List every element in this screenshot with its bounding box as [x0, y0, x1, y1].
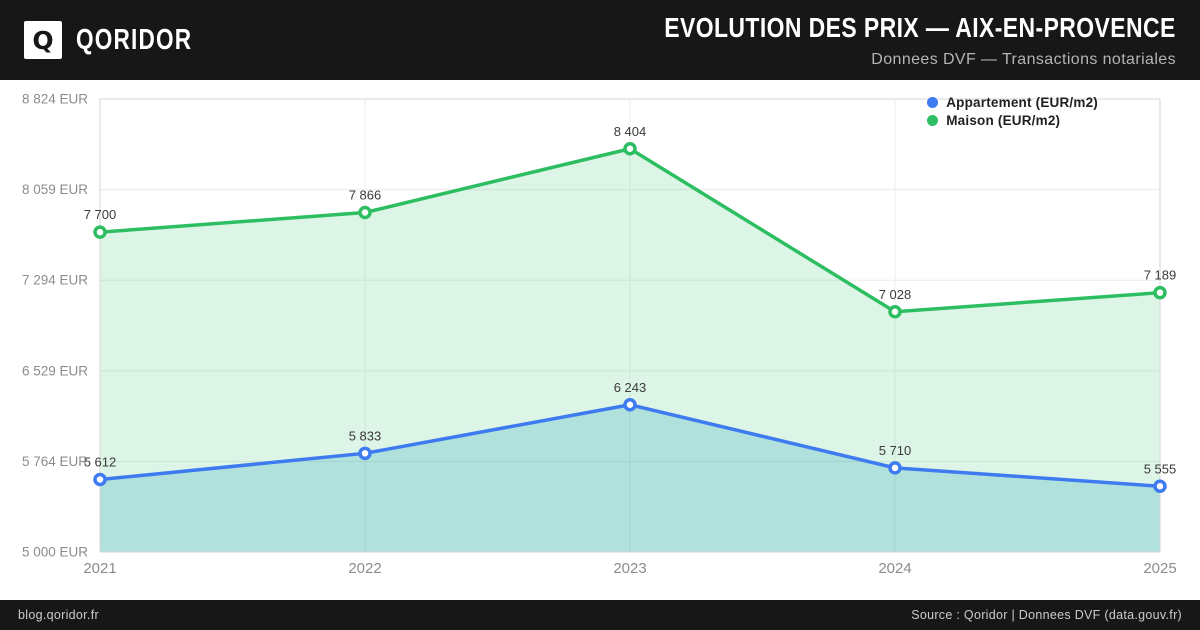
plot-border: [99, 98, 1161, 553]
point-label: 7 189: [1144, 268, 1177, 283]
point-label: 7 028: [879, 287, 912, 302]
axis-labels: 5 000 EUR 5 764 EUR 6 529 EUR 7 294 EUR 8 05…: [22, 92, 1177, 578]
marker-appartement: [358, 446, 372, 461]
series-maison: 7 700 7 866 8 404 7 028 7 189: [84, 124, 1177, 319]
chart-canvas: 7 700 7 866 8 404 7 028 7 189 5 612 5 833 6 243…: [22, 92, 1177, 578]
footer-site-url: blog.qoridor.fr: [18, 608, 99, 622]
marker-maison: [358, 205, 372, 220]
price-evolution-chart: 7 700 7 866 8 404 7 028 7 189 5 612 5 833 6 243…: [0, 80, 1200, 600]
y-tick-label: 5 000 EUR: [22, 545, 88, 560]
point-label: 5 710: [879, 443, 912, 458]
x-tick-label: 2024: [878, 560, 911, 577]
point-label: 8 404: [614, 124, 647, 139]
x-tick-label: 2021: [83, 560, 116, 577]
x-tick-label: 2025: [1143, 560, 1176, 577]
point-label: 7 866: [349, 187, 382, 202]
area-appartement: [100, 404, 1160, 552]
brand-name: QORIDOR: [76, 23, 193, 56]
qoridor-logo: Q: [24, 21, 62, 59]
title-block: EVOLUTION DES PRIX — AIX-EN-PROVENCE Don…: [552, 12, 1176, 69]
logo-q-icon: Q: [32, 26, 54, 55]
marker-maison: [93, 225, 107, 239]
header-bar: Q QORIDOR EVOLUTION DES PRIX — AIX-EN-PR…: [0, 0, 1200, 80]
point-label: 7 700: [84, 207, 117, 222]
y-tick-label: 8 059 EUR: [22, 182, 88, 197]
point-label: 6 243: [614, 380, 647, 395]
page-title: EVOLUTION DES PRIX — AIX-EN-PROVENCE: [664, 11, 1176, 43]
maison-dot-icon: [927, 115, 939, 126]
chart-legend: Appartement (EUR/m2) Maison (EUR/m2): [927, 95, 1098, 128]
marker-appartement: [93, 472, 107, 487]
legend-item-appartement: Appartement (EUR/m2): [927, 95, 1098, 110]
x-tick-label: 2022: [348, 560, 381, 577]
legend-label-appartement: Appartement (EUR/m2): [946, 95, 1098, 110]
legend-item-maison: Maison (EUR/m2): [927, 113, 1098, 128]
page-subtitle: Donnees DVF — Transactions notariales: [871, 50, 1176, 68]
marker-appartement: [623, 398, 637, 412]
y-tick-label: 8 824 EUR: [22, 92, 88, 107]
footer-bar: blog.qoridor.fr Source : Qoridor | Donne…: [0, 600, 1200, 630]
appartement-dot-icon: [927, 97, 939, 108]
marker-maison: [1153, 285, 1167, 300]
marker-appartement: [888, 461, 902, 475]
legend-label-maison: Maison (EUR/m2): [946, 113, 1061, 128]
marker-maison: [623, 142, 637, 156]
point-label: 5 555: [1144, 461, 1177, 476]
y-tick-label: 5 764 EUR: [22, 454, 88, 469]
y-tick-label: 6 529 EUR: [22, 363, 88, 378]
point-label: 5 612: [84, 455, 117, 470]
series-appartement: 5 612 5 833 6 243 5 710 5 555: [84, 380, 1177, 494]
point-label: 5 833: [349, 428, 382, 443]
marker-maison: [888, 305, 902, 319]
x-tick-label: 2023: [613, 560, 646, 577]
footer-source: Source : Qoridor | Donnees DVF (data.gou…: [911, 608, 1182, 622]
y-tick-label: 7 294 EUR: [22, 273, 88, 288]
marker-appartement: [1153, 479, 1167, 494]
brand-block: Q QORIDOR: [24, 21, 225, 59]
